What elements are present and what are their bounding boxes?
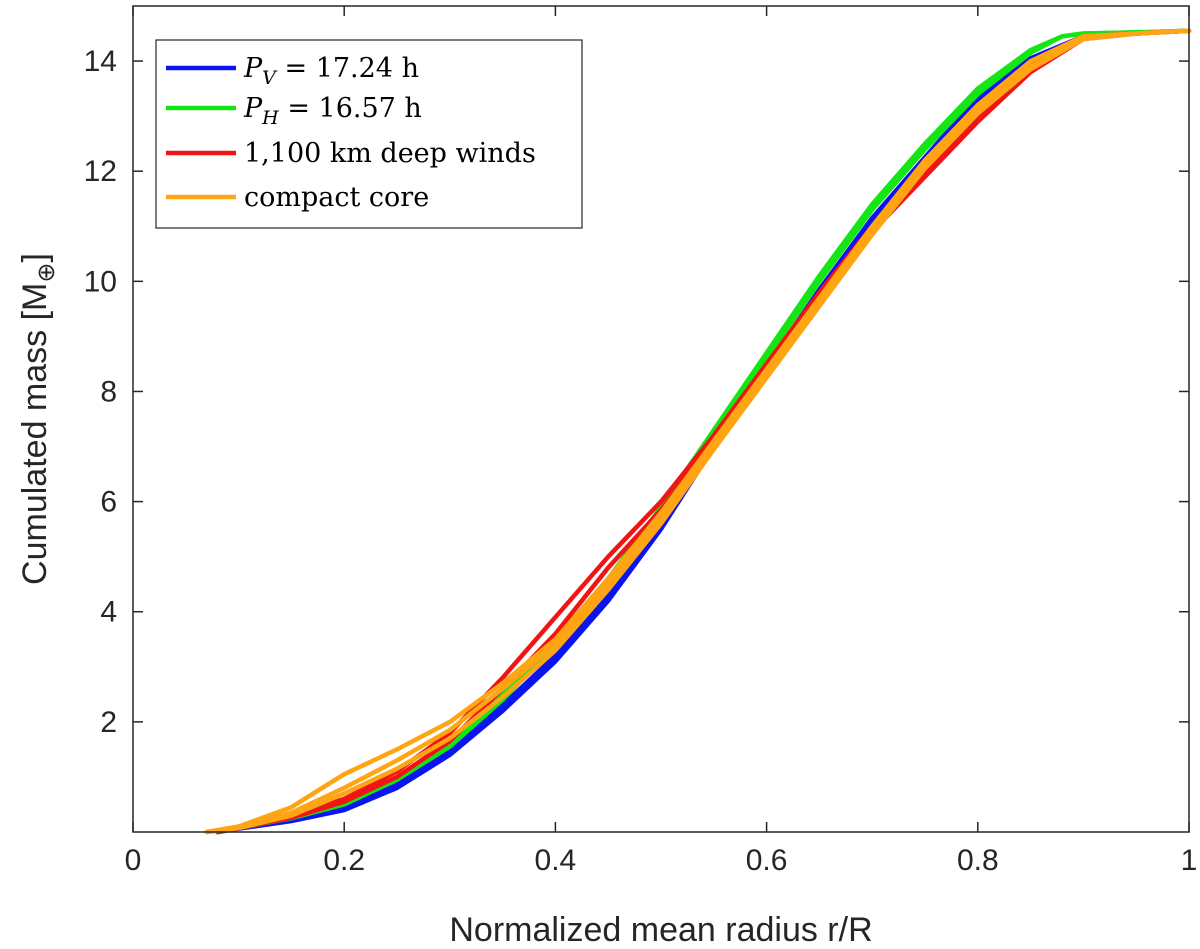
x-tick-label: 0.8 [957, 844, 999, 877]
y-axis-label-text: Cumulated mass [M [16, 283, 54, 585]
plot-area-frame [132, 5, 1190, 833]
legend: PV = 17.24 h PH = 16.57 h 1,100 km deep wi… [155, 39, 583, 229]
y-axis-label-bracket: ] [16, 253, 54, 262]
y-tick-label: 10 [84, 265, 117, 298]
x-tick-label: 0 [125, 844, 142, 877]
y-tick-label: 8 [100, 375, 117, 408]
y-tick-label: 4 [100, 596, 117, 629]
x-tick-label: 0.2 [323, 844, 365, 877]
x-tick-label: 0.4 [535, 844, 577, 877]
legend-label-0: PV = 17.24 h [243, 53, 419, 89]
data-curves [204, 28, 1192, 835]
y-tick-label: 6 [100, 486, 117, 519]
legend-label-1: PH = 16.57 h [243, 93, 422, 129]
y-tick-label: 14 [84, 45, 117, 78]
x-axis-label: Normalized mean radius r/R [449, 911, 872, 949]
x-tick-label: 0.6 [746, 844, 788, 877]
series-3-curve-0 [204, 28, 1192, 835]
x-tick-label: 1 [1181, 844, 1198, 877]
y-axis-label: Cumulated mass [M⊕] [16, 253, 60, 585]
legend-label-2: 1,100 km deep winds [244, 138, 536, 169]
y-tick-label: 12 [84, 155, 117, 188]
legend-label-3: compact core [244, 182, 429, 213]
y-tick-label: 2 [100, 706, 117, 739]
series-3-curve-2 [204, 28, 1192, 835]
y-axis-label-earth-symbol: ⊕ [33, 263, 60, 283]
